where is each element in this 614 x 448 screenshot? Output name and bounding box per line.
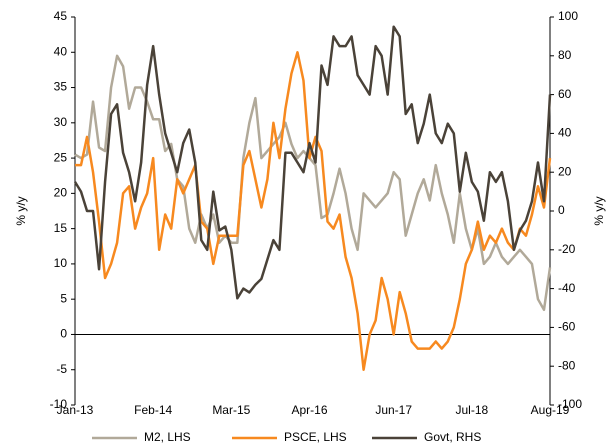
y2-tick-label: 80 [558, 48, 572, 62]
series-line [75, 51, 552, 371]
series-line [74, 54, 552, 312]
y-tick-label: 0 [60, 327, 67, 341]
y-tick-label: 35 [54, 80, 68, 94]
y2-tick-label: -20 [558, 242, 576, 256]
legend-label: PSCE, LHS [284, 430, 347, 444]
y-tick-label: 5 [60, 291, 67, 305]
y2-tick-label: 0 [558, 203, 565, 217]
y-tick-label: 25 [54, 150, 68, 164]
y-tick-label: 30 [54, 115, 68, 129]
y2-tick-label: -80 [558, 358, 576, 372]
y2-tick-label: 40 [558, 126, 572, 140]
y2-tick-label: 20 [558, 164, 572, 178]
y2-tick-label: 60 [558, 87, 572, 101]
y-tick-label: 10 [54, 256, 68, 270]
x-tick-label: Jan-13 [57, 403, 94, 417]
y2-tick-label: 100 [558, 9, 578, 23]
y2-tick-label: -40 [558, 281, 576, 295]
x-tick-label: Aug-19 [531, 403, 570, 417]
legend-label: Govt, RHS [424, 430, 481, 444]
legend-label: M2, LHS [144, 430, 191, 444]
y2-tick-label: -100 [558, 397, 582, 411]
y2-axis-label: % y/y [592, 196, 606, 225]
y-tick-label: 40 [54, 44, 68, 58]
y-tick-label: 45 [54, 9, 68, 23]
y-tick-label: 20 [54, 186, 68, 200]
series-line [73, 25, 552, 300]
y-tick-label: -5 [56, 362, 67, 376]
y-axis-label: % y/y [14, 196, 28, 225]
x-tick-label: Apr-16 [291, 403, 327, 417]
x-tick-label: Jul-18 [455, 403, 488, 417]
x-tick-label: Feb-14 [134, 403, 172, 417]
y2-tick-label: -60 [558, 320, 576, 334]
x-tick-label: Mar-15 [212, 403, 250, 417]
y-tick-label: 15 [54, 221, 68, 235]
y-tick-label: -10 [50, 397, 68, 411]
x-tick-label: Jun-17 [375, 403, 412, 417]
